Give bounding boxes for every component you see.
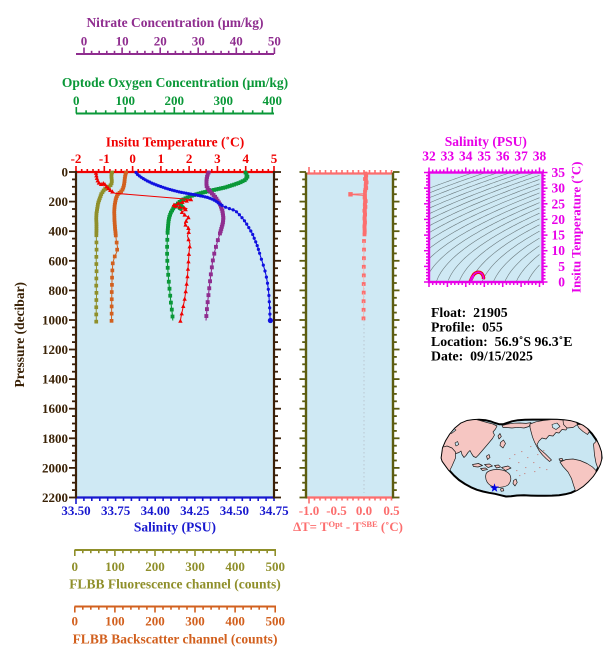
svg-text:2: 2 xyxy=(186,151,193,166)
svg-text:33: 33 xyxy=(441,149,455,164)
svg-text:2200: 2200 xyxy=(42,490,68,505)
svg-text:33.50: 33.50 xyxy=(61,503,90,518)
svg-text:37: 37 xyxy=(514,149,528,164)
svg-text:34.25: 34.25 xyxy=(180,503,210,518)
svg-text:1: 1 xyxy=(158,151,165,166)
svg-text:300: 300 xyxy=(185,559,205,574)
svg-text:20: 20 xyxy=(154,34,167,49)
svg-text:Insitu Temperature (˚C): Insitu Temperature (˚C) xyxy=(569,162,583,293)
svg-text:5: 5 xyxy=(271,151,278,166)
svg-text:0: 0 xyxy=(72,614,79,629)
svg-text:34.00: 34.00 xyxy=(141,503,170,518)
svg-text:10: 10 xyxy=(116,34,129,49)
svg-text:300: 300 xyxy=(185,614,205,629)
svg-text:100: 100 xyxy=(116,93,136,108)
svg-text:0.0: 0.0 xyxy=(356,503,372,518)
svg-text:800: 800 xyxy=(49,283,69,298)
svg-text:50: 50 xyxy=(268,34,281,49)
svg-text:200: 200 xyxy=(49,194,69,209)
svg-text:-1: -1 xyxy=(99,151,110,166)
svg-text:1600: 1600 xyxy=(42,401,68,416)
svg-text:35: 35 xyxy=(478,149,492,164)
svg-text:0: 0 xyxy=(72,559,79,574)
svg-text:-0.5: -0.5 xyxy=(326,503,347,518)
svg-text:-2: -2 xyxy=(71,151,82,166)
svg-text:30: 30 xyxy=(552,181,566,196)
svg-text:600: 600 xyxy=(49,253,69,268)
svg-text:5: 5 xyxy=(558,259,565,274)
svg-text:400: 400 xyxy=(49,224,69,239)
svg-text:100: 100 xyxy=(105,614,125,629)
svg-text:-1.0: -1.0 xyxy=(299,503,320,518)
svg-text:Profile: 055: Profile: 055 xyxy=(431,320,503,335)
svg-text:38: 38 xyxy=(533,149,547,164)
svg-text:20: 20 xyxy=(552,212,566,227)
svg-text:Nitrate Concentration (μm/kg): Nitrate Concentration (μm/kg) xyxy=(86,15,263,30)
svg-text:10: 10 xyxy=(552,243,566,258)
svg-text:2000: 2000 xyxy=(42,460,68,475)
svg-text:Salinity (PSU): Salinity (PSU) xyxy=(134,520,216,535)
svg-text:30: 30 xyxy=(192,34,205,49)
svg-text:0.5: 0.5 xyxy=(383,503,400,518)
svg-text:ΔT= TOpt - TSBE (˚C): ΔT= TOpt - TSBE (˚C) xyxy=(293,519,403,534)
svg-text:500: 500 xyxy=(265,614,285,629)
svg-text:400: 400 xyxy=(225,614,245,629)
svg-text:100: 100 xyxy=(105,559,125,574)
svg-text:200: 200 xyxy=(145,614,165,629)
svg-text:200: 200 xyxy=(145,559,165,574)
svg-text:200: 200 xyxy=(165,93,185,108)
svg-text:1400: 1400 xyxy=(42,372,68,387)
svg-text:4: 4 xyxy=(242,151,249,166)
svg-text:3: 3 xyxy=(214,151,221,166)
svg-text:Insitu Temperature (˚C): Insitu Temperature (˚C) xyxy=(106,135,245,150)
svg-text:Location: 56.9˚S 96.3˚E: Location: 56.9˚S 96.3˚E xyxy=(431,334,572,349)
svg-text:300: 300 xyxy=(214,93,234,108)
svg-text:0: 0 xyxy=(81,34,88,49)
svg-text:400: 400 xyxy=(225,559,245,574)
svg-text:32: 32 xyxy=(422,149,436,164)
svg-text:FLBB Fluorescence channel (cou: FLBB Fluorescence channel (counts) xyxy=(69,577,281,592)
svg-text:1800: 1800 xyxy=(42,431,68,446)
svg-text:Salinity (PSU): Salinity (PSU) xyxy=(445,134,527,149)
svg-text:Float: 21905: Float: 21905 xyxy=(431,305,508,320)
svg-text:34.50: 34.50 xyxy=(220,503,249,518)
svg-text:15: 15 xyxy=(552,228,566,243)
svg-text:Date: 09/15/2025: Date: 09/15/2025 xyxy=(431,349,533,364)
svg-text:400: 400 xyxy=(263,93,283,108)
svg-text:500: 500 xyxy=(265,559,285,574)
svg-text:35: 35 xyxy=(552,165,566,180)
svg-text:0: 0 xyxy=(73,93,80,108)
svg-text:33.75: 33.75 xyxy=(101,503,131,518)
svg-text:40: 40 xyxy=(230,34,243,49)
svg-text:25: 25 xyxy=(552,196,566,211)
svg-text:36: 36 xyxy=(496,149,510,164)
svg-text:0: 0 xyxy=(129,151,136,166)
svg-text:FLBB Backscatter channel (coun: FLBB Backscatter channel (counts) xyxy=(73,632,278,647)
svg-text:Pressure (decibar): Pressure (decibar) xyxy=(12,282,27,388)
svg-text:0: 0 xyxy=(62,165,69,180)
svg-text:34: 34 xyxy=(459,149,473,164)
svg-text:1200: 1200 xyxy=(42,342,68,357)
svg-text:Optode Oxygen Concentration (μ: Optode Oxygen Concentration (μm/kg) xyxy=(62,75,288,90)
svg-text:1000: 1000 xyxy=(42,313,68,328)
svg-text:0: 0 xyxy=(558,275,565,290)
svg-text:34.75: 34.75 xyxy=(259,503,289,518)
